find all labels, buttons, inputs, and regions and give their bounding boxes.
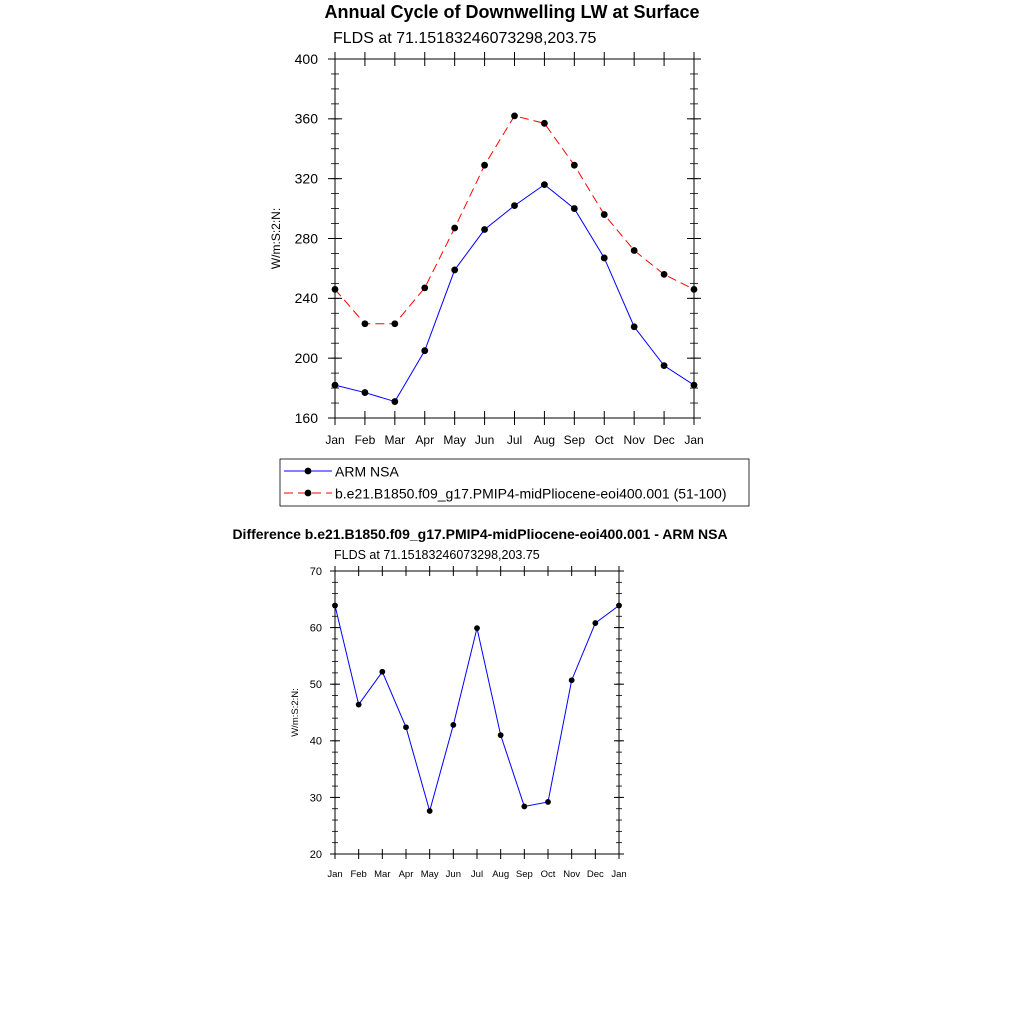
data-point bbox=[426, 808, 433, 814]
x-tick-label: Jul bbox=[507, 433, 522, 447]
data-point bbox=[511, 112, 518, 120]
x-tick-label: Jun bbox=[475, 433, 494, 447]
legend-label-2: b.e21.B1850.f09_g17.PMIP4-midPliocene-eo… bbox=[335, 486, 727, 502]
data-point bbox=[450, 722, 457, 728]
data-point bbox=[474, 625, 480, 632]
top-chart-subtitle: FLDS at 71.15183246073298,203.75 bbox=[333, 30, 597, 47]
y-tick-label: 50 bbox=[310, 679, 322, 691]
y-tick-label: 200 bbox=[295, 350, 319, 366]
data-point bbox=[403, 724, 409, 731]
data-point bbox=[630, 247, 638, 254]
y-axis-label: W/m:S:2:N: bbox=[290, 688, 301, 737]
data-point bbox=[570, 205, 578, 212]
y-tick-label: 30 bbox=[310, 792, 322, 804]
x-tick-label: Nov bbox=[563, 869, 580, 880]
data-point bbox=[600, 211, 608, 218]
data-point bbox=[541, 119, 548, 127]
x-tick-label: Feb bbox=[355, 433, 376, 447]
data-point bbox=[421, 284, 429, 292]
series-line-1 bbox=[334, 184, 695, 403]
x-tick-label: Apr bbox=[399, 869, 414, 880]
x-tick-label: May bbox=[443, 433, 466, 447]
data-point bbox=[391, 398, 399, 405]
data-point bbox=[592, 620, 599, 626]
data-point bbox=[379, 668, 386, 675]
data-point bbox=[481, 161, 488, 169]
data-point bbox=[568, 677, 575, 684]
x-tick-label: Mar bbox=[384, 433, 405, 447]
data-point bbox=[541, 181, 548, 189]
data-point bbox=[331, 381, 339, 389]
data-point bbox=[481, 226, 488, 233]
x-tick-label: Oct bbox=[595, 433, 614, 447]
data-point bbox=[421, 347, 429, 355]
data-point bbox=[451, 266, 459, 274]
y-tick-label: 70 bbox=[310, 566, 322, 578]
data-point bbox=[361, 389, 369, 396]
x-tick-label: Feb bbox=[350, 869, 366, 880]
y-tick-label: 160 bbox=[295, 410, 319, 426]
x-tick-label: Aug bbox=[534, 433, 555, 447]
data-point bbox=[361, 320, 369, 328]
data-point bbox=[355, 701, 362, 708]
legend-box bbox=[279, 458, 750, 507]
x-tick-label: Jan bbox=[327, 869, 342, 880]
legend-marker-2 bbox=[304, 489, 312, 497]
x-tick-label: Dec bbox=[587, 869, 604, 880]
data-point bbox=[690, 285, 698, 293]
y-tick-label: 280 bbox=[295, 230, 319, 246]
y-tick-label: 400 bbox=[295, 51, 319, 67]
y-tick-label: 360 bbox=[295, 111, 319, 127]
x-tick-label: Jul bbox=[471, 869, 483, 880]
legend-marker-1 bbox=[304, 467, 312, 475]
data-point bbox=[332, 602, 338, 609]
y-tick-label: 20 bbox=[310, 849, 322, 861]
data-point bbox=[660, 362, 668, 370]
plot-frame bbox=[334, 570, 620, 855]
data-point bbox=[511, 202, 518, 209]
data-point bbox=[391, 320, 399, 328]
data-point bbox=[690, 381, 698, 389]
y-tick-label: 320 bbox=[295, 171, 319, 187]
data-point bbox=[570, 161, 578, 169]
data-point bbox=[616, 602, 622, 609]
data-point bbox=[497, 732, 504, 739]
difference-chart-subtitle: FLDS at 71.15183246073298,203.75 bbox=[334, 548, 540, 562]
x-tick-label: Nov bbox=[623, 433, 644, 447]
x-tick-label: Oct bbox=[541, 869, 556, 880]
legend-label-1: ARM NSA bbox=[335, 464, 399, 480]
series-line-2 bbox=[334, 115, 695, 325]
data-point bbox=[545, 799, 551, 805]
top-plot: Jan Feb Mar Apr May Jun Jul Aug Sep Oct Nov Dec Jan 1… bbox=[269, 51, 704, 447]
y-axis-label: W/m:S:2:N: bbox=[269, 208, 283, 269]
x-tick-label: Mar bbox=[374, 869, 390, 880]
x-tick-label: Dec bbox=[653, 433, 674, 447]
x-tick-label: May bbox=[421, 869, 439, 880]
x-tick-label: Aug bbox=[492, 869, 509, 880]
data-point bbox=[660, 271, 668, 278]
x-tick-label: Jun bbox=[446, 869, 461, 880]
data-point bbox=[521, 803, 528, 810]
data-point bbox=[600, 254, 608, 262]
data-point bbox=[451, 224, 459, 232]
x-tick-label: Jan bbox=[611, 869, 626, 880]
x-tick-label: Apr bbox=[415, 433, 434, 447]
difference-plot: Jan Feb Mar Apr May Jun Jul Aug Sep Oct Nov Dec Jan 2… bbox=[290, 566, 627, 880]
data-point bbox=[331, 285, 339, 293]
y-tick-label: 240 bbox=[295, 290, 319, 306]
y-tick-label: 60 bbox=[310, 622, 322, 634]
difference-chart-title: Difference b.e21.B1850.f09_g17.PMIP4-mid… bbox=[232, 526, 728, 542]
series-line-1 bbox=[334, 605, 620, 813]
legend: ARM NSA b.e21.B1850.f09_g17.PMIP4-midPlio… bbox=[279, 458, 750, 507]
x-tick-label: Sep bbox=[564, 433, 586, 447]
y-tick-label: 40 bbox=[310, 736, 322, 748]
x-tick-label: Jan bbox=[325, 433, 344, 447]
x-tick-label: Sep bbox=[516, 869, 533, 880]
chart-title: Annual Cycle of Downwelling LW at Surfac… bbox=[324, 2, 700, 22]
data-point bbox=[630, 323, 638, 331]
x-tick-label: Jan bbox=[684, 433, 703, 447]
